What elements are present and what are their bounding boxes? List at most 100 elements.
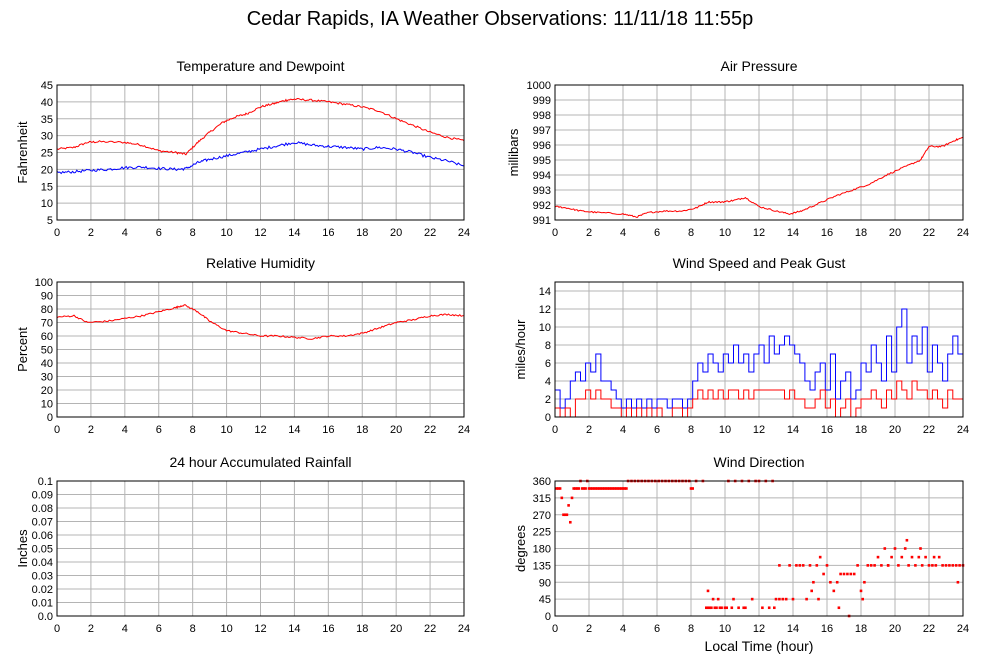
- x-tick-label: 16: [821, 623, 833, 635]
- data-point: [822, 572, 825, 576]
- data-point: [570, 496, 574, 500]
- data-point: [716, 597, 720, 601]
- series-line-red: [554, 137, 963, 218]
- x-tick-label: 10: [220, 227, 232, 239]
- data-point: [730, 606, 734, 610]
- data-point: [589, 487, 592, 490]
- plot-frame: [56, 281, 465, 418]
- data-point: [584, 487, 587, 490]
- data-point: [572, 487, 575, 490]
- data-point: [555, 487, 558, 490]
- x-tick-label: 20: [390, 227, 402, 239]
- data-point: [951, 564, 955, 567]
- data-point: [805, 597, 808, 601]
- data-point: [954, 564, 958, 567]
- data-point: [817, 597, 820, 601]
- x-tick-label: 10: [719, 424, 731, 436]
- data-point: [599, 487, 603, 490]
- data-point: [601, 487, 604, 490]
- y-tick-label: 100: [35, 277, 53, 289]
- data-point: [720, 606, 723, 610]
- data-point: [937, 555, 941, 559]
- data-point: [606, 487, 609, 490]
- y-tick-label: 992: [533, 200, 551, 212]
- y-tick-label: 0: [545, 611, 551, 623]
- data-point: [565, 513, 569, 517]
- x-tick-label: 0: [552, 623, 558, 635]
- data-point: [767, 606, 771, 610]
- pressure-chart: 0 2 4 6 8 10 12 14 16 18 20 22 249919929939949959969…: [506, 58, 969, 239]
- data-point: [808, 564, 812, 567]
- x-tick-label: 22: [923, 424, 935, 436]
- x-tick-label: 2: [88, 424, 94, 436]
- x-tick-label: 12: [753, 623, 765, 635]
- x-tick-label: 8: [688, 623, 694, 635]
- chart-title: Wind Direction: [713, 454, 804, 470]
- rh-chart: 0 2 4 6 8 10 12 14 16 18 20 22 240102030405060708090…: [15, 255, 470, 436]
- chart-title: Temperature and Dewpoint: [176, 58, 344, 74]
- data-point: [732, 597, 735, 601]
- data-point: [919, 547, 922, 550]
- y-axis-label: degrees: [513, 525, 528, 572]
- x-tick-label: 4: [122, 424, 128, 436]
- data-point: [795, 564, 798, 567]
- data-point: [574, 487, 577, 490]
- data-point: [744, 606, 747, 610]
- series-line-blue: [56, 141, 465, 175]
- data-point: [563, 513, 567, 517]
- series-line-blue: [555, 308, 964, 409]
- data-point: [577, 487, 581, 490]
- x-tick-label: 24: [957, 424, 969, 436]
- data-point: [582, 487, 586, 490]
- data-point: [863, 580, 866, 584]
- plot-frame: [56, 480, 465, 617]
- y-tick-label: 315: [533, 493, 551, 505]
- x-tick-label: 6: [156, 623, 162, 635]
- y-axis-label: miles/hour: [513, 319, 528, 380]
- data-point: [781, 597, 785, 601]
- x-tick-label: 24: [458, 227, 470, 239]
- y-tick-label: 30: [41, 372, 53, 384]
- data-point: [616, 487, 620, 490]
- data-point: [621, 487, 625, 490]
- x-tick-label: 16: [322, 623, 334, 635]
- data-point: [560, 496, 564, 500]
- data-point: [611, 487, 615, 490]
- page-title: Cedar Rapids, IA Weather Observations: 1…: [246, 8, 754, 30]
- y-tick-label: 0.06: [32, 530, 53, 542]
- data-point: [920, 564, 924, 567]
- y-tick-label: 60: [41, 331, 53, 343]
- x-tick-label: 8: [190, 424, 196, 436]
- x-tick-label: 0: [54, 623, 60, 635]
- x-tick-label: 18: [356, 227, 368, 239]
- data-point: [883, 547, 887, 550]
- y-tick-label: 6: [545, 358, 551, 370]
- data-point: [886, 564, 890, 567]
- data-point: [713, 606, 717, 610]
- y-tick-label: 30: [41, 131, 53, 143]
- y-tick-label: 0.07: [32, 517, 53, 529]
- data-point: [557, 487, 560, 490]
- data-point: [839, 572, 842, 576]
- y-tick-label: 90: [539, 577, 551, 589]
- y-tick-label: 0.05: [32, 544, 53, 556]
- x-tick-label: 2: [586, 623, 592, 635]
- chart-title: 24 hour Accumulated Rainfall: [169, 454, 351, 470]
- y-axis-label: Fahrenheit: [15, 121, 30, 184]
- x-tick-label: 20: [889, 623, 901, 635]
- y-tick-label: 45: [539, 594, 551, 606]
- data-point: [742, 606, 745, 610]
- data-point: [866, 564, 870, 567]
- y-tick-label: 12: [539, 304, 551, 316]
- y-tick-label: 10: [41, 399, 53, 411]
- y-axis-label: millibars: [506, 128, 521, 176]
- x-tick-label: 18: [855, 424, 867, 436]
- data-point: [900, 555, 904, 559]
- data-point: [778, 564, 781, 567]
- x-tick-label: 12: [254, 623, 266, 635]
- x-tick-label: 14: [787, 623, 799, 635]
- series-line-red: [56, 97, 465, 156]
- x-tick-label: 20: [889, 227, 901, 239]
- data-point: [710, 606, 713, 610]
- dir-chart: 0 2 4 6 8 10 12 14 16 18 20 22 240459013518022527031…: [513, 454, 969, 654]
